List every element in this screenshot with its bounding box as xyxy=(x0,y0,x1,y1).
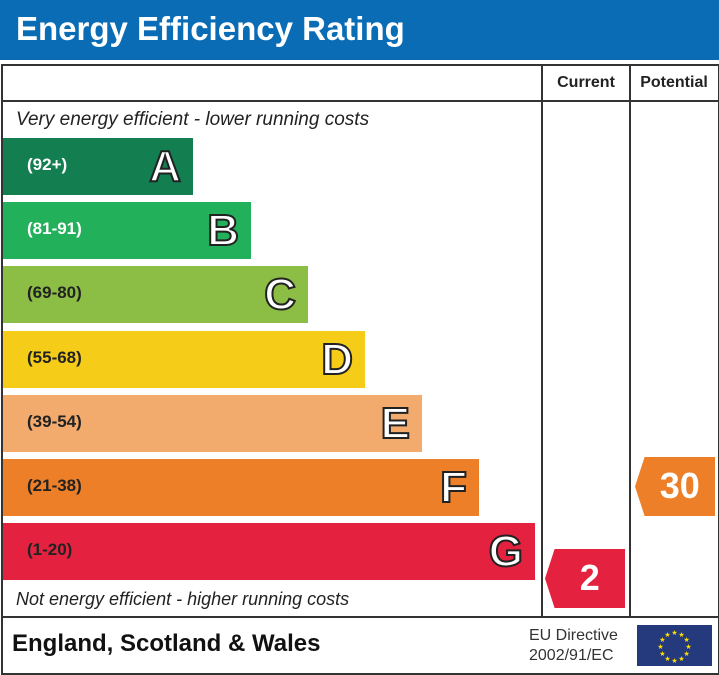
star-icon: ★ xyxy=(683,650,689,658)
star-icon: ★ xyxy=(659,636,665,644)
band-letter: D xyxy=(320,334,354,385)
band-letter: C xyxy=(263,269,297,320)
band-letter: A xyxy=(148,141,182,192)
band-e: (39-54) E xyxy=(3,395,422,452)
band-f: (21-38) F xyxy=(3,459,479,516)
current-column-header: Current xyxy=(557,74,615,91)
top-note: Very energy efficient - lower running co… xyxy=(16,109,370,130)
band-letter: F xyxy=(439,462,468,513)
star-icon: ★ xyxy=(678,655,684,663)
band-range: (81-91) xyxy=(27,219,82,238)
eu-directive: EU Directive 2002/91/EC xyxy=(529,626,618,666)
eu-flag-icon: ★ ★ ★ ★ ★ ★ ★ ★ ★ ★ ★ ★ xyxy=(637,625,712,666)
divider xyxy=(629,64,631,617)
band-range: (92+) xyxy=(27,155,68,174)
star-icon: ★ xyxy=(671,629,677,637)
star-icon: ★ xyxy=(664,655,670,663)
band-c: (69-80) C xyxy=(3,266,308,323)
band-g: (1-20) G xyxy=(3,523,535,580)
directive-line1: EU Directive xyxy=(529,627,618,644)
band-letter: E xyxy=(380,398,411,449)
band-letter: G xyxy=(488,526,524,577)
region-label: England, Scotland & Wales xyxy=(12,630,321,657)
star-icon: ★ xyxy=(685,643,691,651)
header-banner: Energy Efficiency Rating xyxy=(0,0,719,60)
directive-line2: 2002/91/EC xyxy=(529,647,614,664)
divider xyxy=(1,616,718,618)
band-range: (1-20) xyxy=(27,540,73,559)
star-icon: ★ xyxy=(671,657,677,665)
divider xyxy=(541,64,543,617)
band-range: (21-38) xyxy=(27,476,82,495)
star-icon: ★ xyxy=(659,650,665,658)
band-range: (55-68) xyxy=(27,348,82,367)
band-range: (69-80) xyxy=(27,283,82,302)
current-rating-value: 2 xyxy=(579,557,600,598)
potential-column-header: Potential xyxy=(640,74,708,91)
potential-rating-value: 30 xyxy=(659,465,700,506)
star-icon: ★ xyxy=(657,643,663,651)
divider xyxy=(1,100,718,102)
potential-rating-arrow: 30 xyxy=(635,457,715,516)
star-icon: ★ xyxy=(678,631,684,639)
star-icon: ★ xyxy=(683,636,689,644)
band-range: (39-54) xyxy=(27,412,82,431)
band-d: (55-68) D xyxy=(3,331,365,388)
page-title: Energy Efficiency Rating xyxy=(16,10,405,47)
star-icon: ★ xyxy=(664,631,670,639)
band-letter: B xyxy=(206,205,240,256)
band-b: (81-91) B xyxy=(3,202,251,259)
current-rating-arrow: 2 xyxy=(545,549,625,608)
bottom-note: Not energy efficient - higher running co… xyxy=(16,589,350,609)
band-a: (92+) A xyxy=(3,138,193,195)
